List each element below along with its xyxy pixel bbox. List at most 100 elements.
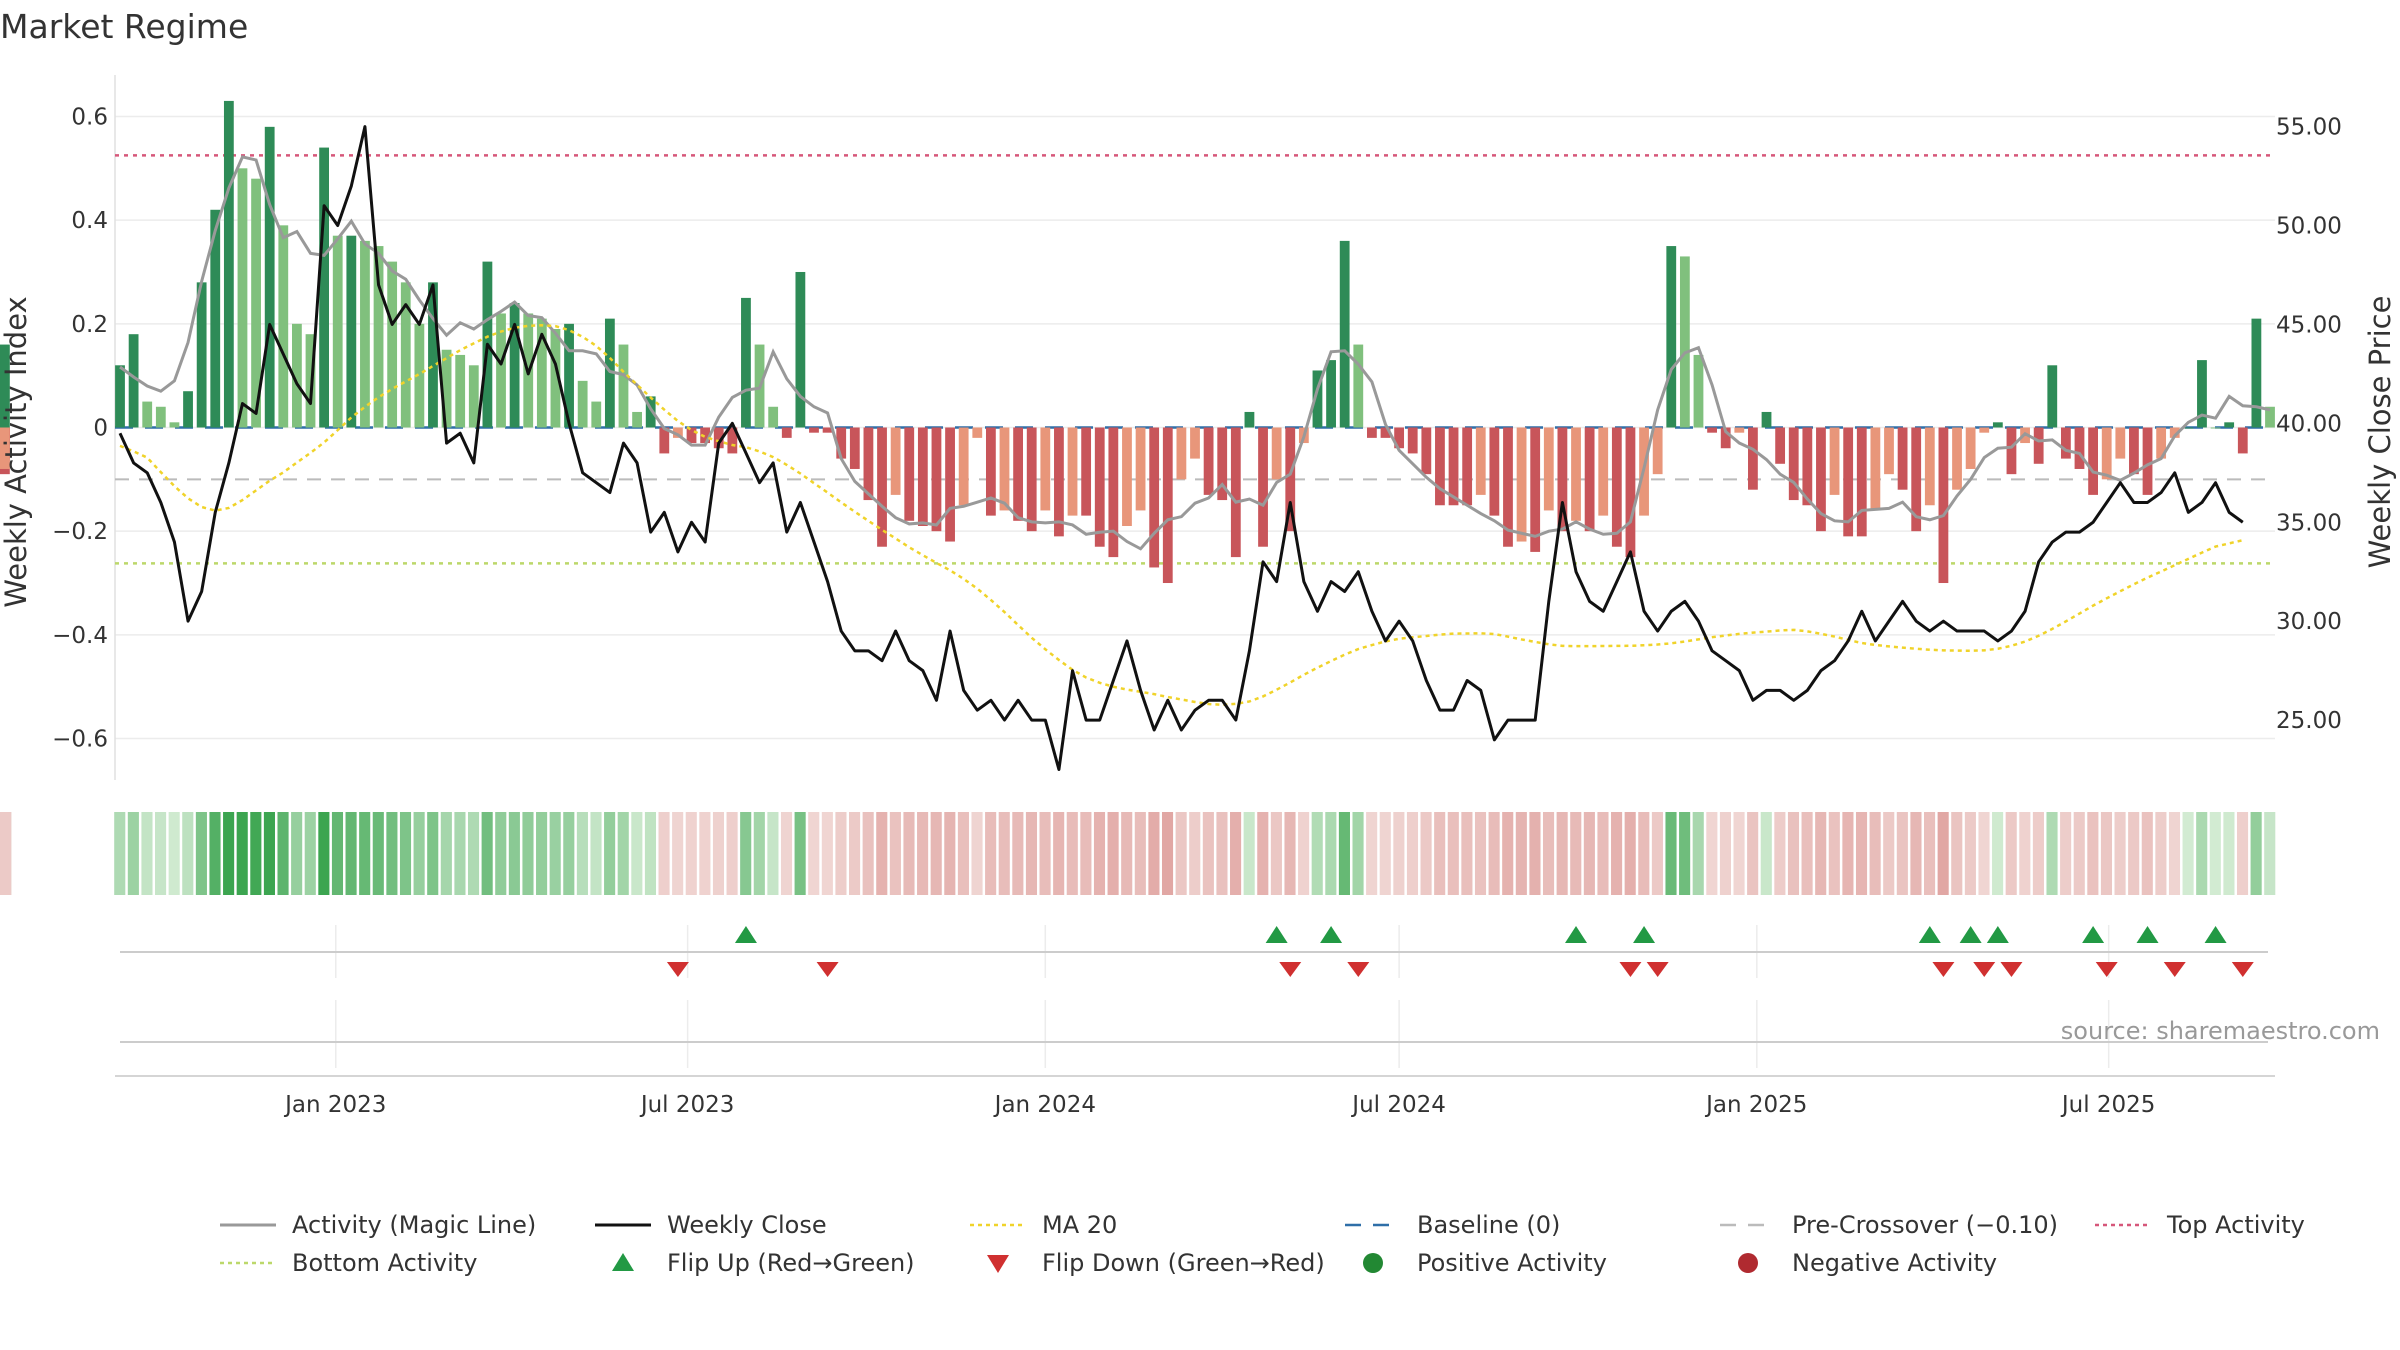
heat-cell bbox=[549, 812, 561, 895]
heat-cell bbox=[1379, 812, 1391, 895]
activity-bar bbox=[1625, 427, 1636, 558]
activity-bar bbox=[2047, 365, 2058, 428]
activity-bar bbox=[210, 209, 221, 428]
heat-cell bbox=[1665, 812, 1677, 895]
activity-bar bbox=[1897, 427, 1908, 490]
heat-cell bbox=[985, 812, 997, 895]
legend-swatch bbox=[987, 1255, 1009, 1273]
activity-bar bbox=[809, 427, 819, 433]
activity-bar bbox=[1788, 427, 1799, 501]
heat-cell bbox=[971, 812, 983, 895]
activity-bar bbox=[1353, 344, 1364, 428]
heat-cell bbox=[1461, 812, 1473, 895]
activity-bar bbox=[1162, 427, 1173, 584]
activity-bar bbox=[332, 235, 343, 428]
heat-cell bbox=[1284, 812, 1296, 895]
activity-bar bbox=[196, 282, 207, 428]
heat-cell bbox=[1161, 812, 1174, 895]
heat-cell bbox=[1012, 812, 1024, 895]
legend-item: Flip Down (Green→Red) bbox=[987, 1249, 1325, 1277]
right-axis: 25.00 30.00 35.00 40.00 45.00 50.00 55.00 bbox=[2276, 115, 2342, 734]
heat-cell bbox=[917, 812, 929, 895]
heat-cell bbox=[1202, 812, 1214, 895]
activity-bar bbox=[1380, 427, 1391, 438]
heat-cell bbox=[536, 812, 548, 895]
heat-cell bbox=[2005, 812, 2017, 895]
activity-bar bbox=[673, 427, 683, 438]
heat-cell bbox=[1611, 812, 1623, 895]
x-tick-label: Jan 2025 bbox=[1704, 1092, 1807, 1118]
activity-bar bbox=[2183, 427, 2194, 429]
left-axis-title: Weekly Activity Index bbox=[0, 296, 33, 607]
heat-cell bbox=[808, 812, 820, 895]
heat-cell bbox=[1107, 812, 1119, 895]
heat-cell bbox=[1311, 812, 1323, 895]
activity-bar bbox=[1190, 427, 1200, 459]
activity-bar bbox=[264, 126, 275, 428]
heat-cell bbox=[1679, 812, 1691, 895]
heat-cell bbox=[1352, 812, 1364, 895]
heat-cell bbox=[1529, 812, 1541, 895]
heat-cell bbox=[1257, 812, 1269, 895]
activity-bar bbox=[1285, 427, 1296, 532]
heat-cell bbox=[2060, 812, 2072, 895]
right-tick-label: 45.00 bbox=[2276, 312, 2342, 338]
activity-bar bbox=[373, 246, 384, 428]
activity-bars bbox=[0, 100, 2275, 584]
activity-bar bbox=[1407, 427, 1418, 454]
right-tick-label: 55.00 bbox=[2276, 115, 2342, 141]
activity-bar bbox=[468, 365, 479, 428]
activity-bar bbox=[509, 303, 520, 428]
activity-bar bbox=[1067, 427, 1078, 516]
activity-bar bbox=[822, 427, 833, 433]
legend-item: Top Activity bbox=[2095, 1211, 2305, 1239]
heat-cell bbox=[835, 812, 847, 895]
activity-bar bbox=[1530, 427, 1541, 552]
activity-bar bbox=[741, 297, 751, 428]
heat-cell bbox=[740, 812, 752, 895]
heat-cell bbox=[359, 812, 371, 895]
right-tick-label: 30.00 bbox=[2276, 609, 2342, 635]
heat-cell bbox=[277, 812, 289, 895]
activity-bar bbox=[659, 427, 670, 454]
legend-label: Flip Up (Red→Green) bbox=[667, 1249, 915, 1277]
legend-item: MA 20 bbox=[970, 1211, 1117, 1239]
activity-bar bbox=[2129, 427, 2139, 475]
heat-cell bbox=[1815, 812, 1827, 895]
heat-cell bbox=[1583, 812, 1595, 895]
activity-bar bbox=[2142, 427, 2153, 495]
legend-item: Negative Activity bbox=[1738, 1249, 1997, 1277]
heat-cell bbox=[440, 812, 452, 895]
legend-item: Bottom Activity bbox=[220, 1249, 477, 1277]
heat-cell bbox=[2168, 812, 2181, 895]
heat-cell bbox=[726, 812, 738, 895]
flip-up-marker bbox=[1918, 926, 1941, 943]
heat-cell bbox=[1270, 812, 1282, 895]
activity-bar bbox=[1816, 427, 1826, 532]
activity-bar bbox=[1367, 427, 1377, 438]
heat-cell bbox=[957, 812, 969, 895]
activity-bar bbox=[1911, 427, 1922, 532]
heat-cell bbox=[1883, 812, 1895, 895]
heat-cell bbox=[1216, 812, 1228, 895]
activity-bar bbox=[1026, 427, 1037, 532]
activity-bar bbox=[890, 427, 901, 495]
activity-bar bbox=[1339, 240, 1350, 428]
heat-cell bbox=[2128, 812, 2140, 895]
activity-bar bbox=[1924, 427, 1935, 506]
activity-bar bbox=[0, 344, 10, 428]
activity-bar bbox=[1122, 427, 1132, 526]
legend-swatch bbox=[1738, 1253, 1758, 1273]
heat-cell bbox=[1298, 812, 1310, 895]
heat-cell bbox=[481, 812, 493, 895]
heat-cell bbox=[209, 812, 221, 895]
activity-bar bbox=[2169, 427, 2180, 438]
activity-bar bbox=[700, 427, 711, 444]
flip-up-marker bbox=[1986, 926, 2009, 943]
heat-cell bbox=[304, 812, 316, 895]
activity-bar bbox=[904, 427, 915, 521]
activity-bar bbox=[1489, 427, 1500, 516]
activity-bar bbox=[142, 401, 153, 428]
flip-down-marker bbox=[1646, 962, 1669, 977]
heat-cell bbox=[563, 812, 575, 895]
